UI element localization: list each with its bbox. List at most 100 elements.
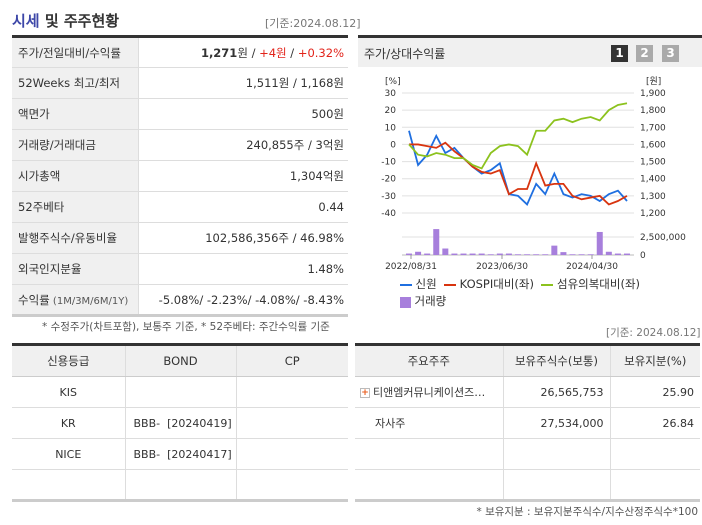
table-row: 액면가 500원 <box>12 98 348 130</box>
series-line <box>409 141 628 206</box>
price-footnote: * 수정주가(차트포함), 보통주 기준, * 52주베타: 주간수익률 기준 <box>42 321 330 333</box>
left-axis-label: [%] <box>385 77 401 87</box>
volume-bar <box>542 254 549 255</box>
chart-page-2-button[interactable]: 2 <box>636 45 653 62</box>
left-tick-label: -20 <box>381 175 396 185</box>
col-header: 신용등급 <box>12 344 126 377</box>
x-tick-label: 2024/04/30 <box>566 262 618 272</box>
volume-bar <box>442 248 449 255</box>
volume-bar <box>533 254 540 255</box>
table-row: 자사주 27,534,000 26.84 <box>355 407 700 439</box>
volume-bar <box>560 252 567 255</box>
volume-bar <box>424 253 431 255</box>
table-row: NICE BBB- [20240417] <box>12 438 348 470</box>
table-row: 외국인지분율 1.48% <box>12 253 348 285</box>
table-row: 수익률 (1M/3M/6M/1Y) -5.08%/ -2.23%/ -4.08%/… <box>12 284 348 316</box>
legend-swatch <box>400 296 411 308</box>
price: 1,271 <box>200 45 238 60</box>
right-axis-label: [원] <box>646 76 661 87</box>
x-tick-label: 2023/06/30 <box>476 262 528 272</box>
volume-bar <box>460 253 467 255</box>
volume-bar <box>587 254 594 255</box>
relative-return-chart: [%] [원] 30 1,900 20 1,800 10 1,700 0 1,600 -10 1,… <box>381 76 686 272</box>
volume-bar <box>478 253 485 255</box>
holder-name[interactable]: 티앤엠커뮤니케이션즈… <box>373 386 486 399</box>
col-header: 보유지분(%) <box>610 344 700 377</box>
table-row: KIS <box>12 376 348 408</box>
chart-legend: 신원 KOSPI대비(좌) 섬유의복대비(좌) 거래량 <box>400 276 640 309</box>
left-tick-label: 0 <box>390 140 396 150</box>
right-tick-label: 1,400 <box>640 175 666 185</box>
volume-bar <box>605 251 612 255</box>
table-row: 52Weeks 최고/최저 1,511원 / 1,168원 <box>12 67 348 99</box>
page-title: 시세 및 주주현황 <box>12 12 120 30</box>
legend-volume: 거래량 <box>414 294 447 308</box>
row-label: 52주베타 <box>12 191 139 223</box>
table-row <box>355 438 700 470</box>
chart-page-1-button[interactable]: 1 <box>611 45 628 62</box>
col-header: 보유주식수(보통) <box>503 344 611 377</box>
row-value: 240,855주 / 3억원 <box>138 129 348 161</box>
legend-swatch <box>400 284 412 286</box>
row-value: 0.44 <box>138 191 348 223</box>
row-label: 발행주식수/유동비율 <box>12 222 139 254</box>
major-shareholders-table: 주요주주 보유주식수(보통) 보유지분(%) + 티앤엠커뮤니케이션즈… 26,565,… <box>355 343 700 502</box>
chart-page-3-button[interactable]: 3 <box>662 45 679 62</box>
left-tick-label: -40 <box>381 209 396 219</box>
row-value: 102,586,356주 / 46.98% <box>138 222 348 254</box>
row-value: 1.48% <box>138 253 348 285</box>
row-label: 52Weeks 최고/최저 <box>12 67 139 99</box>
col-header: 주요주주 <box>355 344 504 377</box>
right-tick-label: 1,300 <box>640 192 666 202</box>
left-tick-label: 10 <box>385 123 397 133</box>
right-tick-label: 1,800 <box>640 106 666 116</box>
volume-bar <box>624 253 630 255</box>
series-line <box>408 130 628 206</box>
col-header: BOND <box>125 344 237 377</box>
table-row: KR BBB- [20240419] <box>12 407 348 439</box>
table-row <box>12 469 348 501</box>
table-row: 52주베타 0.44 <box>12 191 348 223</box>
holders-footnote: * 보유지분 : 보유지분주식수/지수산정주식수*100 <box>476 506 698 518</box>
chart-panel-title: 주가/상대수익률 <box>364 47 446 61</box>
holder-name: 자사주 <box>355 407 504 439</box>
row-value: 1,511원 / 1,168원 <box>138 67 348 99</box>
expand-icon[interactable]: + <box>360 388 370 398</box>
volume-bar <box>433 229 440 255</box>
volume-bar <box>505 253 512 255</box>
row-label: 주가/전일대비/수익률 <box>12 36 139 68</box>
volume-bar <box>487 254 494 255</box>
price-table: 주가/전일대비/수익률 1,271원 / +4원 / +0.32% 52Weeks… <box>12 35 348 317</box>
left-tick-label: 30 <box>385 89 397 99</box>
volume-bar <box>469 253 476 255</box>
row-value: 500원 <box>138 98 348 130</box>
volume-bar <box>406 253 412 255</box>
table-row: 거래량/거래대금 240,855주 / 3억원 <box>12 129 348 161</box>
volume-bar <box>578 254 585 255</box>
series-line <box>408 102 628 170</box>
col-header: CP <box>236 344 348 377</box>
row-value: -5.08%/ -2.23%/ -4.08%/ -8.43% <box>138 284 348 316</box>
volume-tick-label: 2,500,000 <box>640 233 686 243</box>
volume-bar <box>496 253 503 255</box>
left-tick-label: -30 <box>381 192 396 202</box>
chart-panel-header: 주가/상대수익률 1 2 3 <box>358 35 702 67</box>
table-row: 주가/전일대비/수익률 1,271원 / +4원 / +0.32% <box>12 36 348 68</box>
legend-shinwon: 신원 <box>415 277 437 291</box>
volume-bar <box>551 245 558 255</box>
row-label: 시가총액 <box>12 160 139 192</box>
right-tick-label: 1,700 <box>640 123 666 133</box>
right-tick-label: 1,600 <box>640 140 666 150</box>
volume-bar <box>569 254 576 255</box>
right-tick-label: 1,200 <box>640 209 666 219</box>
legend-swatch <box>444 284 457 286</box>
volume-bar <box>524 254 531 255</box>
change: +4원 <box>259 45 287 60</box>
change-rate: +0.32% <box>297 45 344 60</box>
volume-bar <box>451 253 458 255</box>
legend-swatch <box>541 284 554 286</box>
table-row <box>355 469 700 501</box>
row-label: 수익률 (1M/3M/6M/1Y) <box>12 284 139 316</box>
left-tick-label: -10 <box>381 158 396 168</box>
credit-rating-table: 신용등급 BOND CP KIS KR BBB- [20240419] NICE BBB… <box>12 343 348 502</box>
